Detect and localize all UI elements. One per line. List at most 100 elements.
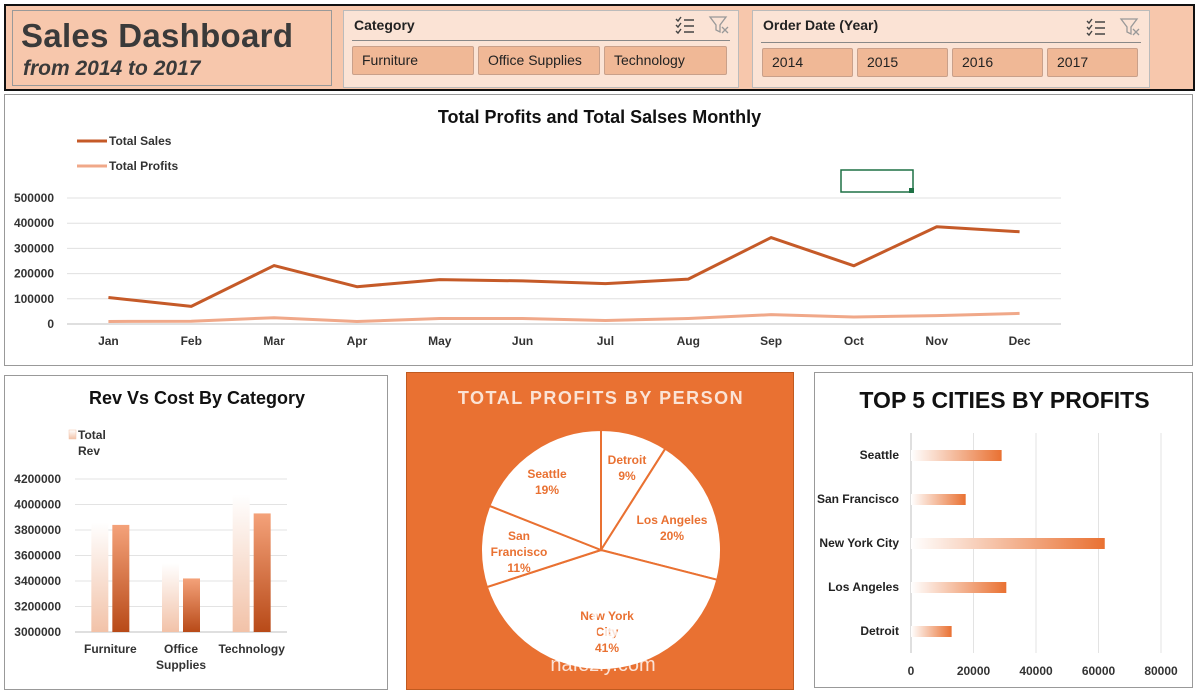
- pie-label: San: [508, 529, 530, 543]
- monthly-line-chart-panel: Total Profits and Total Salses Monthly 0…: [4, 94, 1193, 366]
- clear-filter-icon[interactable]: [708, 15, 730, 35]
- pie-percent: 19%: [535, 483, 559, 497]
- top-cities-panel: TOP 5 CITIES BY PROFITS 0 20000 40000 60000…: [814, 372, 1193, 688]
- x-tick-label: Office: [164, 642, 198, 656]
- y-tick-label: 300000: [14, 241, 54, 255]
- profits-pie-chart: Detroit 9% Los Angeles 20% New York City 41% Sa…: [480, 428, 722, 671]
- y-tick-label: Detroit: [860, 624, 899, 638]
- category-furniture-button[interactable]: Furniture: [352, 46, 474, 75]
- dashboard-title: Sales Dashboard: [21, 17, 294, 54]
- category-technology-button[interactable]: Technology: [604, 46, 727, 75]
- x-tick-label: Furniture: [84, 642, 137, 656]
- x-tick-label: 80000: [1144, 664, 1178, 678]
- x-tick-label: Supplies: [156, 658, 206, 672]
- pie-percent: 41%: [595, 641, 619, 655]
- year-2014-button[interactable]: 2014: [762, 48, 853, 77]
- year-2016-button[interactable]: 2016: [952, 48, 1043, 77]
- pie-percent: 20%: [660, 529, 684, 543]
- selected-cell-handle: [909, 188, 914, 193]
- x-tick-label: Sep: [760, 334, 782, 348]
- profits-by-person-panel: TOTAL PROFITS BY PERSON Detroit 9% Los Ang…: [406, 372, 794, 690]
- y-tick-label: 0: [47, 317, 54, 331]
- city-bar: [911, 582, 1007, 593]
- y-tick-label: 4000000: [14, 498, 61, 512]
- x-tick-label: Feb: [181, 334, 202, 348]
- pie-percent: 11%: [507, 561, 531, 575]
- category-slicer: Category Furniture Office Supplies Techn…: [343, 10, 739, 88]
- city-bar: [911, 494, 966, 505]
- y-tick-label: 100000: [14, 292, 54, 306]
- title-box: Sales Dashboard from 2014 to 2017: [12, 10, 332, 86]
- pie-label: Francisco: [491, 545, 548, 559]
- y-tick-label: Los Angeles: [828, 580, 899, 594]
- y-tick-label: New York City: [819, 536, 899, 550]
- rev-cost-chart-panel: Rev Vs Cost By Category 3000000 3200000 34…: [4, 375, 388, 690]
- legend-label: Rev: [78, 444, 100, 458]
- x-tick-label: Oct: [844, 334, 864, 348]
- category-office-supplies-button[interactable]: Office Supplies: [478, 46, 600, 75]
- pie-chart-title: TOTAL PROFITS BY PERSON: [457, 388, 745, 408]
- slicer-divider: [352, 40, 730, 41]
- cost-bar: [112, 524, 130, 632]
- x-tick-label: 0: [908, 664, 915, 678]
- pie-label: Seattle: [527, 467, 567, 481]
- pie-label: New York: [580, 609, 634, 623]
- rev-cost-chart-title: Rev Vs Cost By Category: [88, 388, 306, 408]
- y-tick-label: San Francisco: [817, 492, 899, 506]
- top-cities-bar-chart: 0 20000 40000 60000 80000 Seattle San Francisc…: [817, 433, 1178, 678]
- rev-bar: [91, 522, 109, 632]
- dashboard-header: Sales Dashboard from 2014 to 2017 Catego…: [4, 4, 1195, 91]
- y-tick-label: 3000000: [14, 625, 61, 639]
- x-tick-label: May: [428, 334, 452, 348]
- year-slicer: Order Date (Year) 2014 2015 2016 2017: [752, 10, 1150, 88]
- slicer-divider: [761, 42, 1141, 43]
- x-tick-label: 60000: [1082, 664, 1116, 678]
- monthly-line-chart: 0 100000 200000 300000 400000 500000 Jan Feb Mar…: [14, 134, 1061, 348]
- series-line: [108, 225, 1020, 308]
- rev-cost-bar-chart: 3000000 3200000 3400000 3600000 3800000 40000…: [14, 428, 287, 672]
- x-tick-label: Mar: [263, 334, 285, 348]
- y-tick-label: 3200000: [14, 600, 61, 614]
- legend-swatch: [68, 429, 77, 440]
- pie-label: Los Angeles: [637, 513, 708, 527]
- pie-percent: 9%: [618, 469, 636, 483]
- x-tick-label: Technology: [218, 642, 285, 656]
- legend-label: Total Profits: [109, 159, 178, 173]
- x-tick-label: Aug: [677, 334, 700, 348]
- legend-label: Total Sales: [109, 134, 172, 148]
- y-tick-label: 3600000: [14, 549, 61, 563]
- multi-select-icon[interactable]: [1085, 17, 1107, 37]
- multi-select-icon[interactable]: [674, 15, 696, 35]
- y-tick-label: 4200000: [14, 472, 61, 486]
- pie-slice: [599, 447, 722, 582]
- pie-label: City: [596, 625, 619, 639]
- y-tick-label: 200000: [14, 267, 54, 281]
- series-line: [108, 311, 1020, 323]
- y-tick-label: 500000: [14, 191, 54, 205]
- pie-slice: [480, 504, 604, 589]
- pie-slice: [485, 548, 719, 671]
- year-2015-button[interactable]: 2015: [857, 48, 948, 77]
- x-tick-label: Dec: [1009, 334, 1031, 348]
- clear-filter-icon[interactable]: [1119, 17, 1141, 37]
- y-tick-label: 400000: [14, 216, 54, 230]
- pie-slice: [488, 428, 602, 552]
- selected-cell: [840, 169, 914, 193]
- city-bar: [911, 450, 1002, 461]
- cost-bar: [183, 578, 200, 632]
- x-tick-label: Jun: [512, 334, 533, 348]
- category-slicer-label: Category: [354, 17, 415, 33]
- pie-label: Detroit: [608, 453, 647, 467]
- rev-bar: [162, 563, 179, 632]
- city-bar: [911, 626, 952, 637]
- top-cities-title: TOP 5 CITIES BY PROFITS: [859, 387, 1150, 413]
- y-tick-label: 3800000: [14, 523, 61, 537]
- y-tick-label: Seattle: [860, 448, 900, 462]
- cost-bar: [253, 513, 271, 632]
- x-tick-label: Jul: [597, 334, 614, 348]
- x-tick-label: Nov: [925, 334, 948, 348]
- year-2017-button[interactable]: 2017: [1047, 48, 1138, 77]
- x-tick-label: 20000: [957, 664, 991, 678]
- city-bar: [911, 538, 1105, 549]
